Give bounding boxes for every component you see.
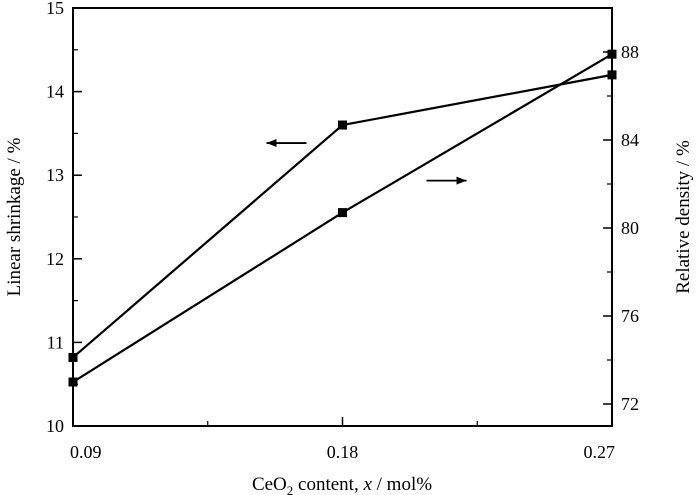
- right-tick-label: 72: [621, 394, 639, 414]
- right-axis-title: Relative density / %: [673, 140, 694, 294]
- indicator-arrow-head: [456, 176, 467, 185]
- left-tick-label: 14: [46, 82, 64, 102]
- left-tick-label: 15: [46, 0, 64, 18]
- left-axis-ticks: 10 11 12 13 14 15: [46, 0, 82, 436]
- data-point-right: [68, 377, 78, 387]
- left-axis-title: Linear shrinkage / %: [4, 137, 25, 296]
- data-point-right: [607, 49, 617, 59]
- data-point-left: [338, 120, 347, 130]
- x-tick-label: 0.09: [70, 442, 102, 462]
- data-point-left: [68, 352, 78, 362]
- x-tick-label: 0.18: [327, 442, 359, 462]
- right-tick-label: 76: [621, 306, 639, 326]
- right-axis-ticks: 72 76 80 84 88: [603, 7, 639, 414]
- right-tick-label: 88: [621, 42, 639, 62]
- x-axis-ticks: 0.09 0.18 0.27: [70, 417, 615, 462]
- left-tick-label: 11: [47, 332, 64, 352]
- series-layer: [68, 49, 617, 387]
- data-point-right: [338, 208, 347, 218]
- left-tick-label: 10: [46, 416, 64, 436]
- right-tick-label: 84: [621, 130, 639, 150]
- left-tick-label: 12: [46, 249, 64, 269]
- series-line-right: [72, 53, 613, 383]
- indicator-arrow-head: [266, 139, 277, 148]
- right-tick-label: 80: [621, 218, 639, 238]
- data-point-left: [607, 70, 617, 80]
- x-tick-label: 0.27: [584, 442, 616, 462]
- indicator-arrows: [266, 139, 467, 185]
- x-axis-title: CeO2 content, x / mol%: [252, 474, 432, 495]
- left-tick-label: 13: [46, 165, 64, 185]
